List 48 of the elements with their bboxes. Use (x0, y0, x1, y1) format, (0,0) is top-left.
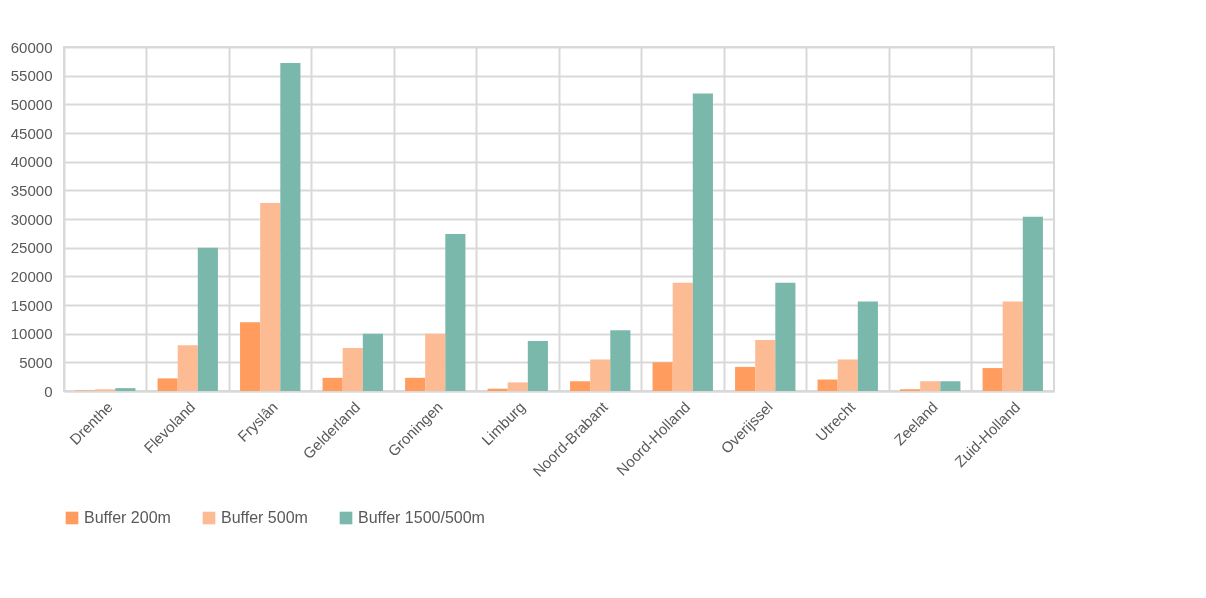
bar (755, 339, 776, 391)
bar (445, 233, 466, 391)
bar (775, 282, 796, 391)
y-tick-label: 20000 (10, 267, 53, 285)
bar (362, 333, 383, 391)
bar (527, 341, 548, 391)
bar (405, 377, 426, 391)
bar (425, 333, 446, 391)
y-tick-label: 40000 (10, 153, 53, 171)
bar (672, 282, 693, 391)
bar (817, 379, 838, 391)
bar (940, 381, 961, 391)
y-tick-label: 55000 (10, 67, 53, 85)
bar (280, 63, 301, 391)
y-tick-label: 30000 (10, 210, 53, 228)
y-tick-label: 35000 (10, 181, 53, 199)
bar (570, 381, 591, 391)
y-tick-label: 25000 (10, 239, 53, 257)
y-tick-label: 45000 (10, 124, 53, 142)
y-tick-label: 15000 (10, 296, 53, 314)
bar (177, 345, 198, 391)
legend-label: Buffer 500m (221, 509, 308, 526)
bar (342, 348, 363, 391)
bar (652, 362, 673, 391)
bar (157, 378, 178, 391)
y-tick-label: 50000 (10, 95, 53, 113)
y-tick-label: 0 (44, 382, 53, 400)
bar (197, 247, 218, 391)
y-tick-label: 5000 (19, 353, 53, 371)
bar (1022, 216, 1043, 391)
bar (115, 388, 136, 391)
y-tick-label: 60000 (10, 38, 53, 56)
y-tick-label: 10000 (10, 325, 53, 343)
bar (735, 366, 756, 391)
bar (857, 301, 878, 391)
bar (590, 359, 611, 391)
bar (260, 202, 281, 391)
bar (507, 382, 528, 391)
bar (1002, 301, 1023, 391)
bar (240, 322, 261, 391)
bar (837, 359, 858, 391)
bar (610, 330, 631, 391)
bar (920, 381, 941, 391)
legend-label: Buffer 200m (84, 509, 171, 526)
bar (982, 368, 1003, 391)
legend-label: Buffer 1500/500m (358, 509, 485, 526)
bar (322, 377, 343, 391)
bar (692, 93, 713, 391)
